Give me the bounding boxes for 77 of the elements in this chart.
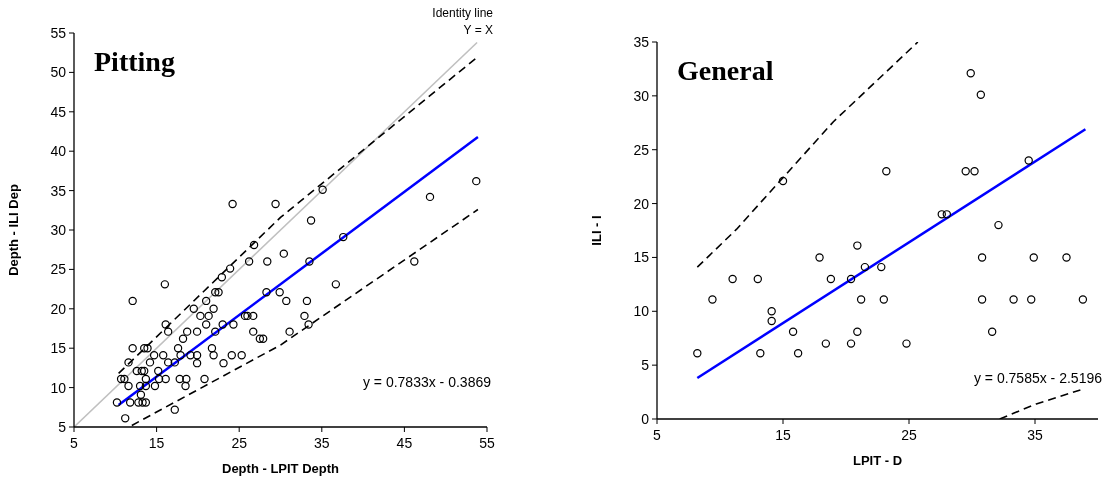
point [767, 307, 776, 316]
point [846, 339, 856, 348]
point [976, 90, 986, 99]
y-tick-label: 20 [633, 195, 650, 212]
y-tick-label: 15 [633, 249, 650, 266]
point [970, 167, 979, 176]
point [793, 349, 803, 358]
text: Pitting [94, 46, 175, 77]
point [846, 274, 856, 284]
point [977, 253, 987, 262]
point [994, 220, 1003, 230]
x-tick-label: 35 [1027, 427, 1043, 443]
x-tick-label: 5 [70, 435, 79, 451]
y-tick-label: 0 [641, 411, 650, 427]
text: Identity line [432, 6, 494, 20]
point [708, 295, 717, 304]
point [1009, 295, 1018, 304]
point [826, 274, 836, 284]
y-tick-label: 35 [633, 34, 650, 50]
point [987, 327, 997, 336]
point [882, 167, 891, 176]
y-tick-label: 45 [50, 103, 67, 120]
x-tick-label: 55 [479, 435, 495, 451]
point [902, 339, 911, 348]
point [1078, 295, 1088, 304]
point [860, 262, 870, 272]
point [853, 241, 862, 250]
point [1062, 253, 1071, 262]
point [767, 316, 776, 326]
y-tick-label: 20 [50, 300, 67, 317]
y-tick-label: 40 [50, 143, 67, 160]
y-tick-label: 15 [50, 340, 67, 357]
point [778, 176, 788, 186]
point [1024, 156, 1033, 165]
y-tick-label: 5 [641, 357, 650, 374]
point [856, 295, 866, 304]
x-tick-label: 15 [775, 427, 791, 443]
point [756, 349, 765, 358]
point [728, 274, 737, 284]
point [937, 210, 946, 219]
annotation: Y = X [463, 23, 493, 37]
x-tick-label: 15 [148, 435, 165, 451]
text: General [677, 55, 774, 86]
y-tick-label: 55 [50, 25, 67, 41]
y-tick-label: 30 [633, 87, 650, 104]
point [977, 295, 987, 304]
point [853, 327, 862, 336]
annotation: y = 0.7585x - 2.5196 [973, 370, 1103, 386]
point [815, 253, 824, 262]
y-tick-label: 25 [633, 141, 650, 158]
y-tick-label: 35 [50, 182, 67, 199]
point [1027, 295, 1036, 304]
x-tick-label: 5 [653, 427, 662, 443]
x-tick-label: 35 [314, 435, 330, 451]
point [1029, 253, 1038, 262]
y-tick-label: 25 [50, 261, 67, 278]
point [693, 349, 702, 358]
x-axis-title: Depth - LPIT Depth [222, 461, 340, 476]
x-axis-title: LPIT - D [852, 453, 903, 468]
y-tick-label: 30 [50, 222, 67, 238]
point [788, 327, 798, 336]
point [879, 295, 888, 304]
y-axis-title: ILI - I [589, 215, 604, 246]
point [753, 274, 762, 284]
point [966, 69, 975, 78]
point [821, 339, 831, 348]
x-tick-label: 25 [231, 435, 248, 451]
x-tick-label: 25 [901, 427, 917, 443]
annotation: y = 0.7833x - 0.3869 [362, 374, 492, 390]
point [877, 262, 886, 272]
point [961, 167, 970, 176]
y-tick-label: 10 [50, 379, 67, 396]
y-tick-label: 10 [633, 303, 650, 320]
point [942, 210, 951, 219]
x-tick-label: 45 [396, 435, 413, 451]
y-axis-title: Depth - ILI Dep [6, 184, 21, 276]
y-tick-label: 50 [50, 64, 67, 81]
